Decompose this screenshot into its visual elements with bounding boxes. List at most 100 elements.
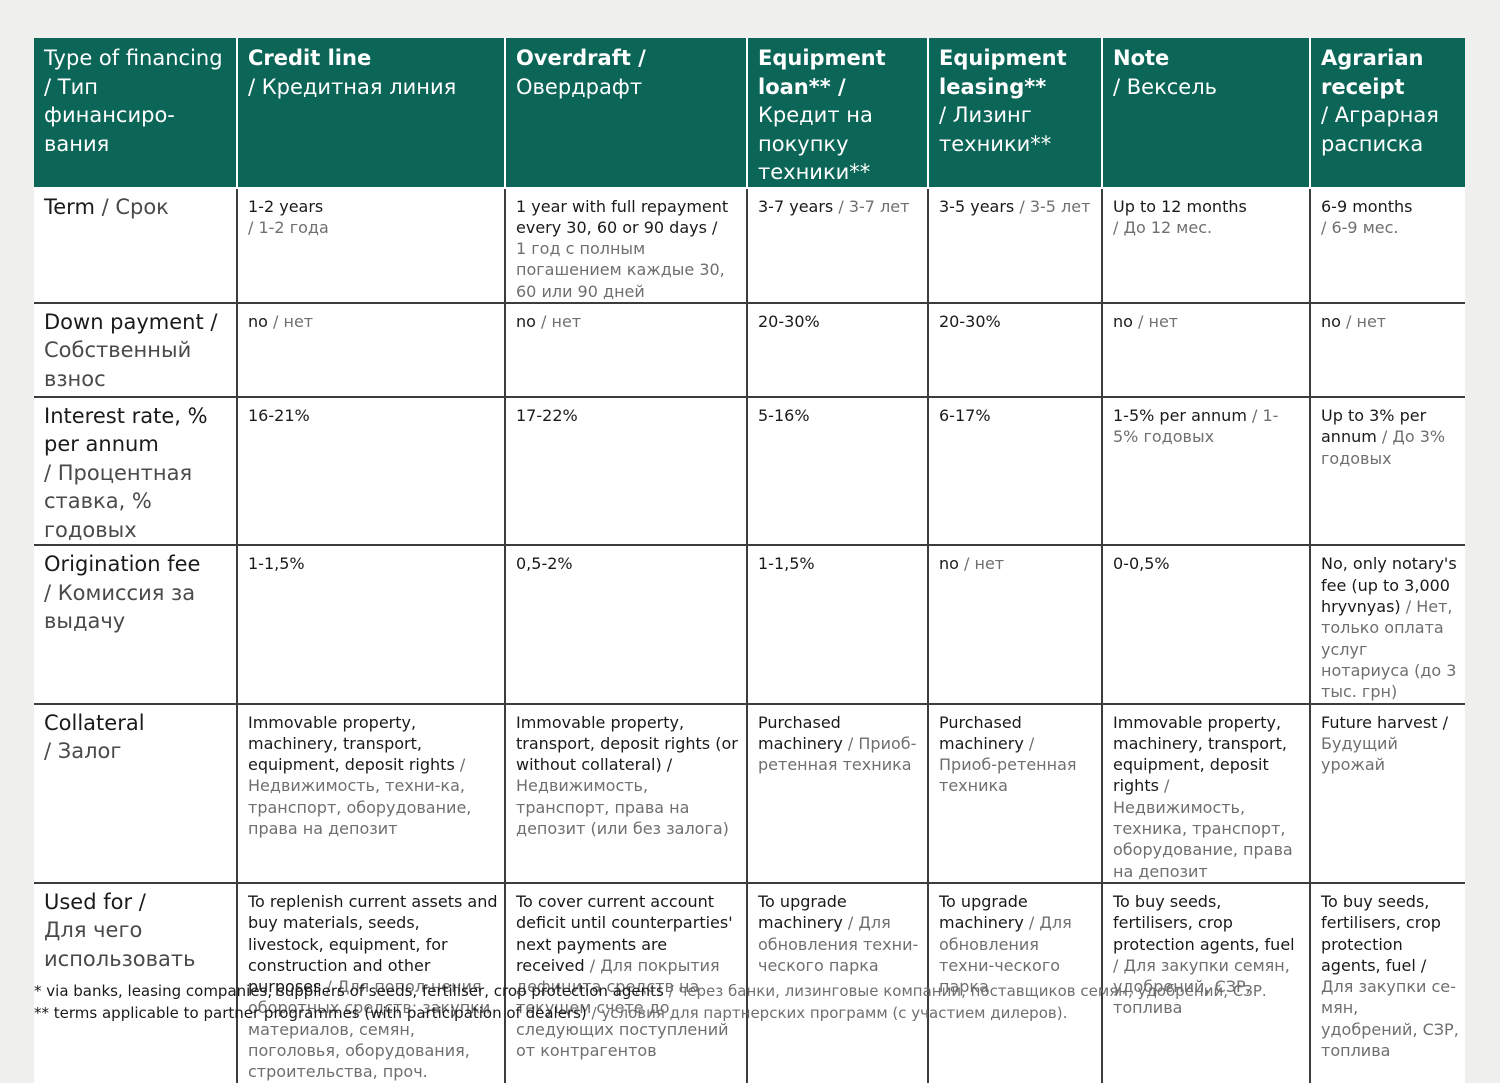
row-label-ru: Собственный взнос	[44, 338, 192, 391]
cell-en: no	[1321, 311, 1341, 331]
cell-ru: / До 3% годовых	[1321, 427, 1446, 468]
cell-en: 6-9 months	[1321, 196, 1413, 216]
cell-ru: / 6-9 мес.	[1321, 217, 1399, 237]
table-cell: 6-17%	[927, 396, 1102, 547]
cell-ru: / Недвижимость, техни-ка, транспорт, обо…	[248, 755, 472, 839]
cell-en: no	[248, 311, 268, 331]
row-label-en: Interest rate, % per annum	[44, 403, 208, 457]
cell-en: 16-21%	[248, 405, 310, 425]
header-row: Type of financing / Тип финансиро-вания C…	[34, 38, 1465, 189]
header-ru: / Кредитная линия	[248, 74, 457, 99]
header-ru: / Лизинг техники**	[939, 103, 1052, 156]
table-cell: To upgrade machinery / Для обновления те…	[746, 882, 928, 1083]
table-cell: To cover current account deficit until c…	[504, 882, 747, 1083]
footnote-en: ** terms applicable to partner programme…	[34, 1003, 587, 1022]
cell-en: 0-0,5%	[1113, 554, 1170, 574]
cell-en: Purchased machinery	[758, 712, 843, 753]
header-en: Agrarian receipt	[1321, 46, 1424, 99]
cell-ru: / Приоб-ретенная техника	[758, 733, 917, 775]
header-ru: Овердрафт	[516, 74, 643, 99]
cell-ru: / нет	[535, 311, 582, 331]
cell-en: 0,5-2%	[516, 554, 573, 574]
cell-en: no	[1113, 311, 1133, 331]
footnotes: * via banks, leasing companies, supplier…	[34, 981, 1465, 1024]
row-label-en: Down payment /	[44, 309, 218, 334]
header-ru: / Вексель	[1113, 74, 1218, 99]
row-label-ru: / Комиссия за выдачу	[44, 580, 196, 634]
cell-en: 1-5% per annum	[1113, 405, 1247, 425]
cell-en: 17-22%	[516, 405, 578, 425]
cell-en: To cover current account deficit until c…	[516, 891, 733, 975]
cell-ru: Будущий урожай	[1321, 733, 1398, 775]
cell-ru: / Нет, только оплата услуг нотариуса (до…	[1321, 597, 1457, 702]
cell-en: To upgrade machinery	[758, 891, 847, 933]
cell-en: Immovable property, machinery, transport…	[248, 712, 455, 775]
footnote: * via banks, leasing companies, supplier…	[34, 981, 1465, 1003]
cell-ru: / Недвижимость, техника, транспорт, обор…	[1113, 776, 1293, 881]
row-label: Origination fee / Комиссия за выдачу	[34, 545, 237, 705]
row-label: Used for / Для чего использовать	[34, 883, 237, 1083]
header-ru: / Тип финансиро-вания	[44, 74, 175, 156]
header-en: Equipment loan** /	[758, 46, 886, 99]
table-cell: no / нет	[504, 302, 747, 398]
table-cell: 1-2 years/ 1-2 года	[236, 187, 505, 304]
row-label: Down payment / Собственный взнос	[34, 302, 237, 398]
table-cell: no / нет	[1101, 302, 1310, 398]
header-equipment-leasing: Equipment leasing** / Лизинг техники**	[927, 38, 1102, 189]
cell-ru: Недвижимость, транспорт, права на депози…	[516, 776, 729, 839]
table-cell: Immovable property, transport, deposit r…	[504, 703, 747, 884]
cell-en: 3-7 years	[758, 196, 834, 216]
cell-ru: / До 12 мес.	[1113, 217, 1213, 237]
table-cell: To upgrade machinery / Для обновления те…	[927, 882, 1102, 1083]
table-cell: Up to 12 months / До 12 мес.	[1101, 187, 1310, 304]
header-type-of-financing: Type of financing / Тип финансиро-вания	[34, 38, 237, 189]
row-interest-rate: Interest rate, % per annum / Процентная с…	[34, 396, 1465, 547]
cell-en: To buy seeds, fertilisers, crop protecti…	[1113, 891, 1295, 954]
footnote: ** terms applicable to partner programme…	[34, 1003, 1465, 1025]
row-label-ru: / Залог	[44, 739, 122, 764]
table-cell: Immovable property, machinery, transport…	[1101, 703, 1310, 884]
table-cell: 5-16%	[746, 396, 928, 547]
header-agrarian-receipt: Agrarian receipt / Аграрная расписка	[1309, 38, 1465, 189]
cell-en: no	[516, 311, 536, 331]
table-cell: 6-9 months/ 6-9 мес.	[1309, 187, 1465, 304]
table-cell: 17-22%	[504, 396, 747, 547]
cell-ru: / 3-7 лет	[833, 196, 910, 216]
cell-en: Up to 12 months	[1113, 196, 1247, 216]
cell-en: 3-5 years	[939, 196, 1015, 216]
cell-ru: / Для обновления техни-ческого парка	[939, 913, 1072, 997]
table-cell: 0-0,5%	[1101, 545, 1310, 705]
header-credit-line: Credit line / Кредитная линия	[236, 38, 505, 189]
table-cell: 1-1,5%	[236, 545, 505, 705]
header-en: Equipment leasing**	[939, 46, 1067, 99]
table-cell: Purchased machinery / Приоб-ретенная тех…	[746, 703, 928, 884]
cell-en: Purchased machinery	[939, 712, 1024, 753]
cell-en: 1-2 years	[248, 196, 324, 216]
row-used-for: Used for / Для чего использовать To reple…	[34, 882, 1465, 1083]
table-cell: no / нет	[1309, 302, 1465, 398]
table-cell: no / нет	[236, 302, 505, 398]
header-en: Type of financing	[44, 46, 223, 70]
table-cell: Future harvest / Будущий урожай	[1309, 703, 1465, 884]
header-en: Credit line	[248, 46, 372, 70]
table-cell: 1 year with full repayment every 30, 60 …	[504, 187, 747, 304]
cell-en: 20-30%	[758, 311, 820, 331]
row-label: Term / Срок	[34, 187, 237, 304]
row-term: Term / Срок 1-2 years/ 1-2 года 1 year w…	[34, 187, 1465, 304]
cell-en: 1-1,5%	[248, 554, 305, 574]
row-label-ru: Для чего использовать	[44, 918, 196, 971]
row-label-en: Origination fee	[44, 552, 201, 577]
row-collateral: Collateral / Залог Immovable property, ma…	[34, 703, 1465, 884]
table-cell: 3-5 years / 3-5 лет	[927, 187, 1102, 304]
header-note: Note / Вексель	[1101, 38, 1310, 189]
cell-en: Up to 3% per annum	[1321, 405, 1427, 447]
cell-ru: / нет	[267, 311, 314, 331]
footnote-ru: / через банки, лизинговые компании, пост…	[663, 982, 1267, 1000]
table-cell: 0,5-2%	[504, 545, 747, 705]
table-cell: To buy seeds, fertilisers, crop protecti…	[1101, 882, 1310, 1083]
row-down-payment: Down payment / Собственный взнос no / нет…	[34, 302, 1465, 398]
cell-ru: / Приоб-ретенная техника	[939, 733, 1077, 796]
row-label-ru: / Процентная ставка, % годовых	[44, 460, 193, 542]
table-cell: 3-7 years / 3-7 лет	[746, 187, 928, 304]
table-cell: Purchased machinery / Приоб-ретенная тех…	[927, 703, 1102, 884]
